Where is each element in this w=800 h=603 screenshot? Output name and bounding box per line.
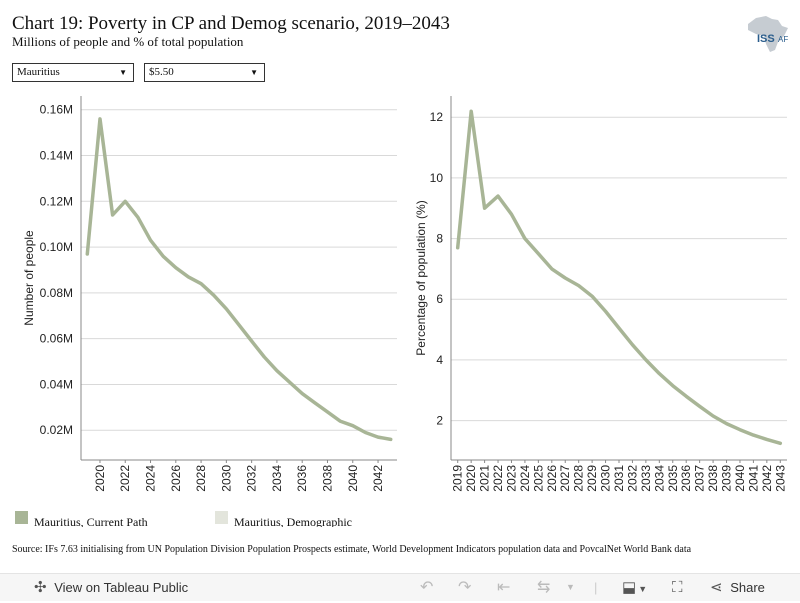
x-tick-label: 2039 — [720, 465, 734, 492]
share-label: Share — [730, 580, 765, 595]
refresh-icon[interactable]: ⇆ — [537, 579, 551, 596]
y-tick-label: 2 — [436, 414, 443, 428]
x-tick-label: 2036 — [295, 465, 309, 492]
x-tick-label: 2020 — [93, 465, 107, 492]
y-tick-label: 4 — [436, 353, 443, 367]
legend-label-current-path[interactable]: Mauritius, Current Path — [34, 515, 148, 527]
poverty-line-dropdown[interactable]: $5.50 ▼ — [144, 63, 265, 82]
poverty-line-dropdown-value: $5.50 — [149, 66, 174, 78]
chart-subtitle: Millions of people and % of total popula… — [12, 34, 244, 49]
x-tick-label: 2022 — [491, 465, 505, 492]
chart-panel-2: 2 4 6 8 10 12 Percentage of population (%) 2019… — [414, 96, 787, 492]
x-tick-label: 2026 — [169, 465, 183, 492]
logo-suffix: AF — [778, 35, 788, 44]
legend-label-demographic[interactable]: Mauritius, Demographic — [234, 515, 352, 527]
x-tick-label: 2042 — [371, 465, 385, 492]
download-icon[interactable]: ⬓ ▼ — [622, 579, 648, 596]
x-tick-label: 2025 — [531, 465, 545, 492]
y-tick-label: 0.12M — [40, 194, 73, 208]
share-icon: ⋖ — [710, 579, 723, 596]
chart-title: Chart 19: Poverty in CP and Demog scenar… — [12, 13, 450, 34]
x-tick-label: 2024 — [518, 465, 532, 492]
series-line-current-path — [455, 109, 783, 446]
x-tick-label: 2040 — [733, 465, 747, 492]
x-tick-label: 2034 — [270, 465, 284, 492]
y-tick-label: 0.14M — [40, 149, 73, 163]
x-tick-label: 2043 — [773, 465, 787, 492]
x-tick-label: 2030 — [219, 465, 233, 492]
y-tick-label: 12 — [430, 110, 444, 124]
tableau-logo-icon: ✣ — [34, 579, 47, 596]
x-tick-label: 2032 — [245, 465, 259, 492]
charts-area: 0.02M 0.04M 0.06M 0.08M 0.10M 0.12M 0.14M 0.16M… — [22, 96, 787, 492]
x-tick-label: 2022 — [118, 465, 132, 492]
redo-icon[interactable]: ↷ — [458, 579, 472, 596]
country-dropdown[interactable]: Mauritius ▼ — [12, 63, 134, 82]
x-tick-label: 2034 — [652, 465, 666, 492]
x-tick-label: 2028 — [572, 465, 586, 492]
fullscreen-icon[interactable]: ⛶ — [672, 579, 683, 596]
undo-icon[interactable]: ↶ — [420, 579, 434, 596]
x-tick-label: 2021 — [478, 465, 492, 492]
y-tick-label: 0.02M — [40, 423, 73, 437]
africa-map-icon — [748, 16, 788, 52]
tableau-toolbar: ✣ View on Tableau Public ↶ ↷ ⇤ ⇆ ▼ | ⬓ ▼ … — [0, 573, 800, 601]
chevron-down-icon: ▼ — [119, 68, 127, 77]
x-tick-label: 2042 — [760, 465, 774, 492]
logo-text: ISS — [757, 33, 775, 45]
y-tick-label: 8 — [436, 232, 443, 246]
toolbar-divider: | — [594, 580, 598, 595]
country-dropdown-value: Mauritius — [17, 66, 60, 78]
y-axis-title: Number of people — [22, 230, 36, 326]
x-tick-label: 2032 — [625, 465, 639, 492]
x-tick-label: 2029 — [585, 465, 599, 492]
x-tick-label: 2036 — [679, 465, 693, 492]
x-tick-label: 2023 — [504, 465, 518, 492]
x-tick-label: 2024 — [144, 465, 158, 492]
y-tick-label: 0.10M — [40, 240, 73, 254]
x-tick-label: 2030 — [599, 465, 613, 492]
y-axis-title: Percentage of population (%) — [414, 200, 428, 355]
legend-swatch-current-path[interactable] — [15, 511, 28, 524]
x-tick-label: 2020 — [464, 465, 478, 492]
legend-swatch-demographic[interactable] — [215, 511, 228, 524]
y-tick-label: 0.06M — [40, 332, 73, 346]
x-tick-label: 2026 — [545, 465, 559, 492]
x-tick-label: 2037 — [693, 465, 707, 492]
x-tick-label: 2038 — [706, 465, 720, 492]
source-note: Source: IFs 7.63 initialising from UN Po… — [12, 544, 692, 555]
x-tick-label: 2028 — [194, 465, 208, 492]
view-on-tableau-button[interactable]: ✣ View on Tableau Public — [34, 574, 188, 601]
y-tick-label: 6 — [436, 292, 443, 306]
chevron-down-icon: ▼ — [250, 68, 258, 77]
x-tick-label: 2040 — [346, 465, 360, 492]
y-tick-label: 0.04M — [40, 377, 73, 391]
x-tick-label: 2019 — [451, 465, 465, 492]
x-tick-label: 2033 — [639, 465, 653, 492]
pause-dropdown-icon[interactable]: ▼ — [566, 582, 575, 592]
y-tick-label: 0.16M — [40, 103, 73, 117]
x-tick-label: 2031 — [612, 465, 626, 492]
chart-panel-1: 0.02M 0.04M 0.06M 0.08M 0.10M 0.12M 0.14M 0.16M… — [22, 96, 397, 492]
y-tick-label: 0.08M — [40, 286, 73, 300]
x-tick-label: 2041 — [746, 465, 760, 492]
y-tick-label: 10 — [430, 171, 444, 185]
iss-africa-logo: ISS AF — [748, 16, 788, 52]
x-tick-label: 2038 — [320, 465, 334, 492]
x-tick-label: 2027 — [558, 465, 572, 492]
x-tick-label: 2035 — [666, 465, 680, 492]
series-line-current-path — [85, 117, 393, 442]
revert-icon[interactable]: ⇤ — [497, 579, 511, 596]
share-button[interactable]: ⋖ Share — [710, 574, 765, 601]
view-on-tableau-label: View on Tableau Public — [54, 580, 189, 595]
